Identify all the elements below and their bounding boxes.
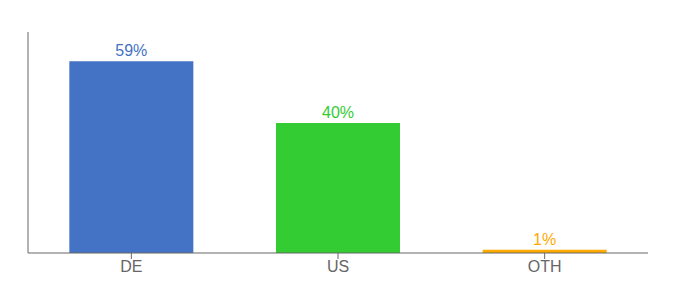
- svg-text:40%: 40%: [322, 104, 354, 121]
- svg-text:DE: DE: [120, 258, 142, 275]
- svg-text:59%: 59%: [115, 42, 147, 59]
- svg-text:OTH: OTH: [528, 258, 562, 275]
- svg-text:1%: 1%: [533, 231, 556, 248]
- svg-text:US: US: [327, 258, 349, 275]
